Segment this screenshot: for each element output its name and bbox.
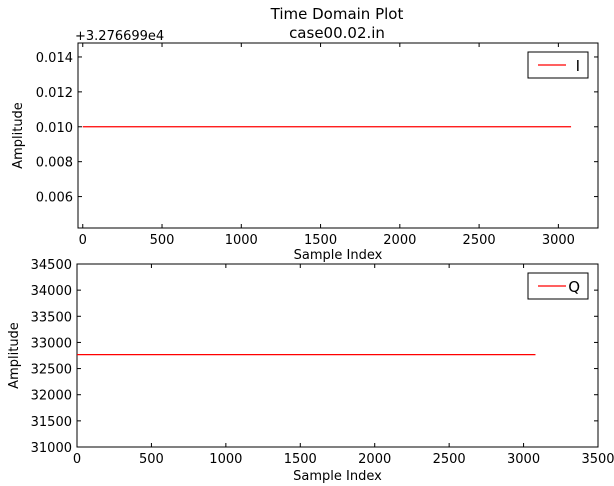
x-tick-label: 2000: [358, 452, 391, 467]
y-axis-label: Amplitude: [7, 322, 22, 389]
y-tick-label: 0.012: [36, 86, 73, 101]
y-tick-label: 33000: [31, 336, 72, 351]
y-tick-label: 0.008: [36, 156, 73, 171]
x-tick-label: 500: [139, 452, 164, 467]
y-tick-label: 31000: [31, 441, 72, 456]
y-tick-label: 32500: [31, 363, 72, 378]
y-tick-label: 0.010: [36, 121, 73, 136]
x-tick-label: 500: [150, 233, 175, 248]
x-tick-label: 2500: [463, 233, 496, 248]
x-tick-label: 3000: [542, 233, 575, 248]
y-tick-label: 34500: [31, 258, 72, 273]
x-tick-label: 0: [79, 233, 87, 248]
y-tick-label: 32000: [31, 389, 72, 404]
x-axis-label: Sample Index: [294, 248, 383, 263]
plot-area-frame: [76, 263, 599, 448]
x-tick-label: 3000: [507, 452, 540, 467]
y-offset-text: +3.276699e4: [75, 29, 164, 44]
y-tick-label: 34000: [31, 284, 72, 299]
x-tick-label: 0: [73, 452, 81, 467]
x-tick-label: 2500: [433, 452, 466, 467]
i-channel-plot: 0 500 1000 1500 2000 2500 3000 0.006 0.008 0.010 0…: [11, 29, 599, 263]
q-channel-plot: 0 500 1000 1500 2000 2500 3000 3500 31000 31500 32…: [7, 258, 614, 484]
x-tick-label: 1000: [209, 452, 242, 467]
legend-label: I: [576, 57, 580, 75]
legend: Q: [527, 272, 589, 300]
figure-subtitle: case00.02.in: [289, 24, 385, 42]
x-tick-label: 1500: [284, 452, 317, 467]
x-tick-label: 1000: [225, 233, 258, 248]
y-tick-label: 33500: [31, 310, 72, 325]
y-axis-label: Amplitude: [11, 102, 26, 169]
y-tick-label: 31500: [31, 415, 72, 430]
plot-area-frame: [77, 42, 599, 229]
x-tick-label: 2000: [383, 233, 416, 248]
legend: I: [527, 51, 589, 79]
figure-title: Time Domain Plot: [270, 5, 404, 23]
legend-label: Q: [568, 278, 580, 296]
y-tick-label: 0.014: [36, 51, 73, 66]
y-tick-label: 0.006: [36, 191, 73, 206]
x-tick-label: 3500: [581, 452, 614, 467]
x-tick-label: 1500: [304, 233, 337, 248]
x-axis-label: Sample Index: [293, 469, 382, 484]
